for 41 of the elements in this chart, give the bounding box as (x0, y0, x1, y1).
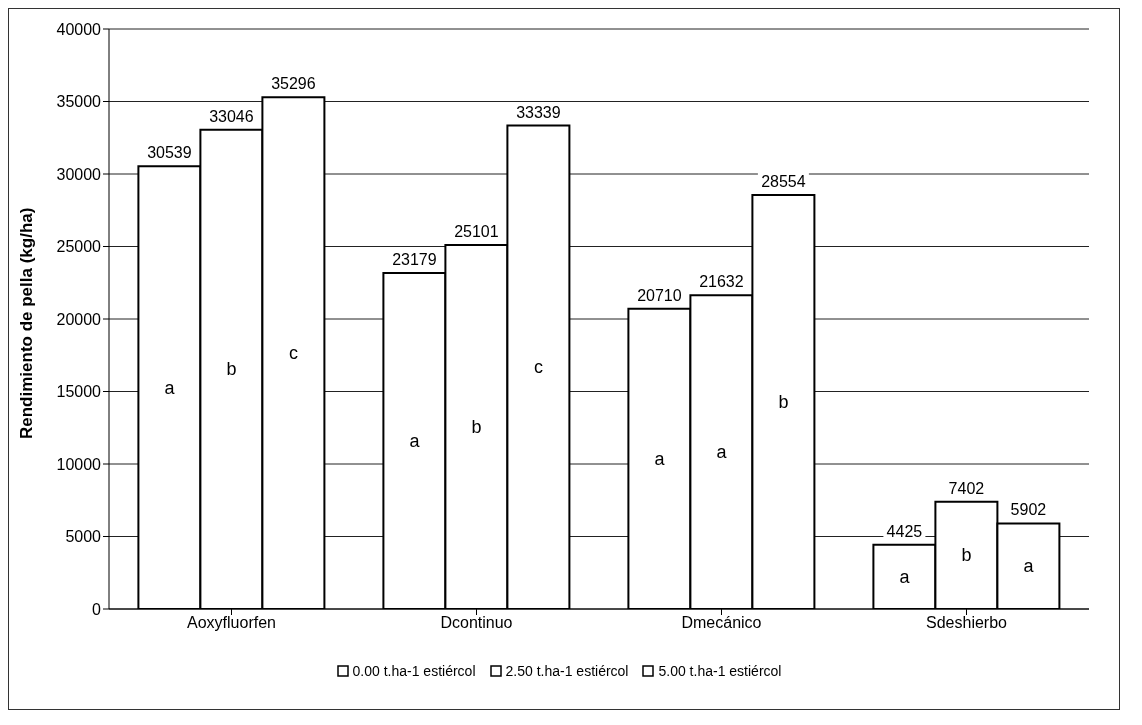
y-tick-label: 25000 (56, 238, 102, 256)
y-axis-title: Rendimiento de pella (kg/ha) (17, 207, 37, 439)
annotation: c (533, 356, 545, 379)
x-tick-label: Dmecánico (681, 614, 762, 632)
data-label: 28554 (761, 172, 806, 190)
x-tick-label: Dcontinuo (440, 614, 513, 632)
y-tick-label: 30000 (56, 165, 102, 183)
data-label: 21632 (699, 273, 744, 291)
y-tick-label: 35000 (56, 93, 102, 111)
y-tick-label: 40000 (56, 20, 102, 38)
y-tick-label: 15000 (56, 383, 102, 401)
annotation: a (898, 565, 911, 588)
data-label: 5902 (1010, 501, 1047, 519)
data-label: 25101 (454, 223, 499, 241)
annotation: a (408, 429, 421, 452)
annotation: a (653, 447, 666, 470)
annotation: a (715, 441, 728, 464)
data-label: 4425 (886, 522, 923, 540)
data-label: 7402 (948, 479, 985, 497)
annotation: c (288, 342, 300, 365)
data-label: 33339 (516, 103, 561, 121)
y-tick-label: 10000 (56, 455, 102, 473)
data-label: 33046 (209, 107, 254, 125)
y-tick-label: 0 (92, 600, 102, 618)
data-label: 35296 (271, 75, 316, 93)
annotation: b (470, 416, 483, 439)
annotation: b (777, 390, 790, 413)
y-tick-label: 5000 (65, 528, 102, 546)
data-label: 23179 (392, 250, 437, 268)
legend-label: 0.00 t.ha-1 estiércol (351, 663, 476, 679)
annotation: b (960, 544, 973, 567)
legend-label: 2.50 t.ha-1 estiércol (504, 663, 629, 679)
annotation: a (163, 376, 176, 399)
annotation: b (225, 358, 238, 381)
annotation: a (1022, 555, 1035, 578)
x-tick-label: Aoxyfluorfen (187, 614, 276, 632)
data-label: 30539 (147, 144, 192, 162)
x-tick-label: Sdeshierbo (926, 614, 1008, 632)
y-tick-label: 20000 (56, 310, 102, 328)
legend-label: 5.00 t.ha-1 estiércol (657, 663, 782, 679)
data-label: 20710 (637, 286, 682, 304)
